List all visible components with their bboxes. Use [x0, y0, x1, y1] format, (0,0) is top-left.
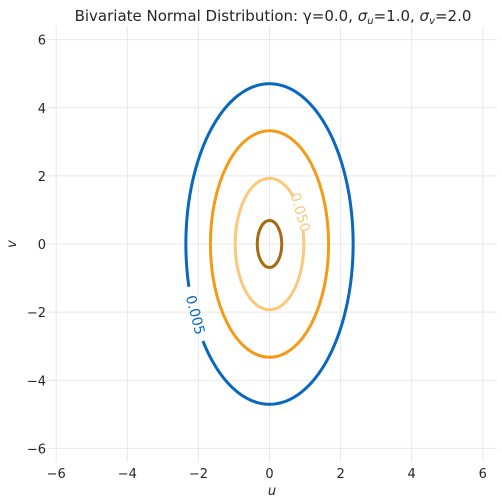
x-tick-label: −6 [47, 467, 66, 482]
y-axis-label: v [5, 240, 20, 248]
contour-label: 0.050 [286, 191, 312, 234]
x-tick-label: 0 [265, 467, 273, 482]
y-tick-labels: −6 −4 −2 0 2 4 6 [27, 34, 46, 458]
x-tick-label: 6 [479, 467, 487, 482]
y-tick-label: 4 [38, 102, 46, 117]
contour-label: 0.005 [182, 294, 208, 337]
x-tick-label: −4 [118, 467, 137, 482]
title-sigma-u: σ [358, 7, 368, 25]
y-tick-label: 6 [38, 34, 46, 49]
title-sigma-v: σ [420, 7, 430, 25]
y-tick-label: 2 [38, 170, 46, 185]
contour-line [184, 82, 355, 406]
y-tick-label: −6 [27, 442, 46, 457]
x-tick-label: 2 [336, 467, 344, 482]
x-tick-label: 4 [408, 467, 416, 482]
chart-title: Bivariate Normal Distribution: γ=0.0, σu… [75, 7, 472, 27]
title-prefix: Bivariate Normal Distribution: γ=0.0, [75, 7, 358, 25]
y-tick-label: −4 [27, 374, 46, 389]
contour-lines: 0.005 0.050 [182, 82, 355, 406]
title-sub-u: u [367, 16, 373, 27]
grid [42, 26, 497, 462]
x-axis-label: u [268, 484, 276, 499]
contour-line [255, 219, 284, 269]
x-tick-label: −2 [189, 467, 208, 482]
contour-line [208, 129, 331, 359]
y-tick-label: 0 [38, 238, 46, 253]
y-tick-label: −2 [27, 306, 46, 321]
contour-line [233, 176, 306, 312]
title-mid-v: =2.0 [435, 7, 471, 25]
title-sub-v: v [429, 16, 436, 27]
x-tick-labels: −6 −4 −2 0 2 4 6 [47, 467, 487, 482]
title-mid-u: =1.0, [374, 7, 420, 25]
